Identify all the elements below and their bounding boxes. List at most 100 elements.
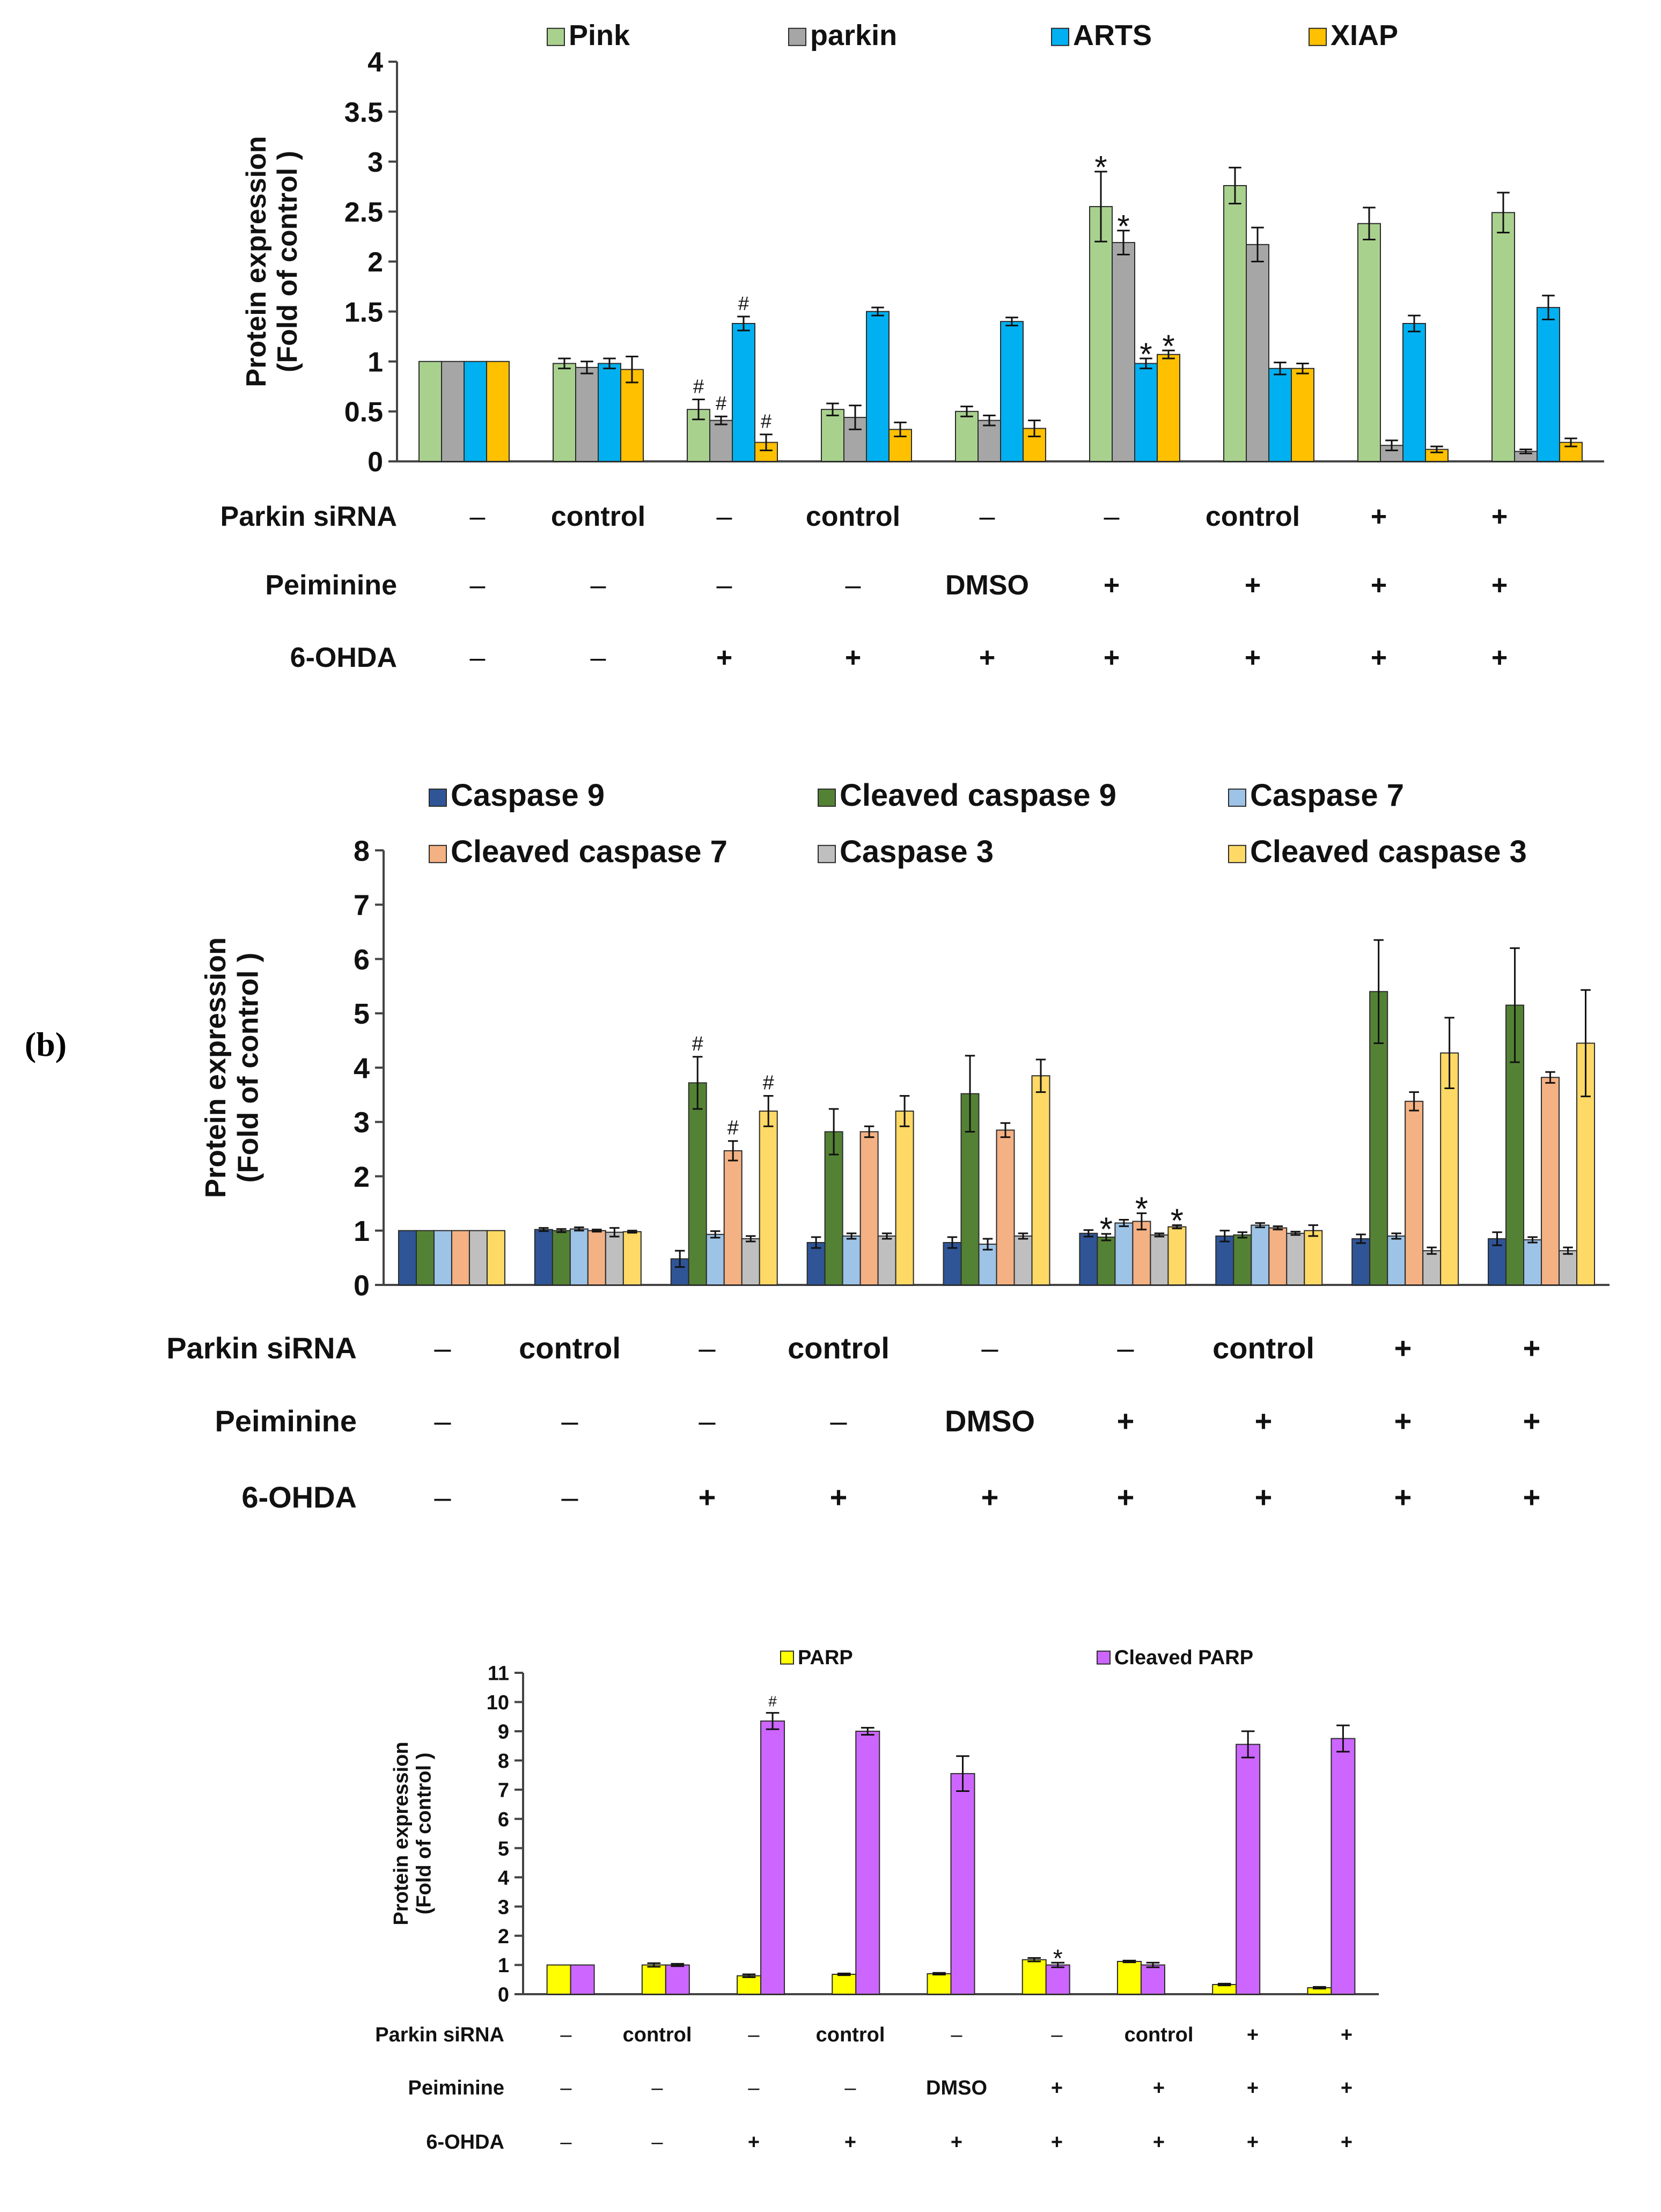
bar — [418, 361, 442, 462]
bar — [737, 1975, 762, 1995]
bar — [570, 1964, 595, 1995]
significance-hash: # — [768, 1693, 777, 1710]
bar — [1150, 1234, 1169, 1286]
legend-label: Pink — [569, 19, 630, 52]
y-tick-label: 0.5 — [344, 397, 383, 428]
bar — [1331, 1738, 1356, 1995]
legend-label: XIAP — [1331, 19, 1398, 52]
condition-cell: + — [830, 1480, 848, 1514]
condition-row-label: Peiminine — [265, 570, 397, 601]
condition-cell: – — [560, 2131, 572, 2154]
bar — [955, 410, 979, 462]
legend-label: parkin — [810, 19, 897, 52]
legend-label: Cleaved caspase 9 — [840, 778, 1116, 813]
legend-swatch — [429, 788, 447, 807]
bar — [1045, 1964, 1070, 1995]
bar — [665, 1964, 690, 1995]
condition-cell: + — [1523, 1331, 1541, 1365]
y-axis-label: Protein expression(Fold of control ) — [200, 937, 264, 1198]
bar — [842, 1235, 861, 1285]
y-tick-label: 3 — [498, 1896, 509, 1919]
bar — [587, 1230, 606, 1285]
y-tick-label: 7 — [354, 890, 370, 922]
bar — [1304, 1230, 1323, 1285]
condition-row-label: Peiminine — [408, 2077, 505, 2099]
condition-cell: + — [1104, 570, 1120, 601]
panel-label: (b) — [25, 1025, 67, 1063]
y-tick-label: 2.5 — [344, 197, 383, 228]
bar — [553, 363, 576, 462]
bar — [1286, 1232, 1305, 1285]
chart-parp: 0 1 2 3 4 5 6 7 8 9 10 11 Protein expression(Fold of… — [375, 1647, 1379, 2154]
bar — [741, 1238, 760, 1285]
condition-cell: + — [1371, 642, 1387, 673]
legend-label: ARTS — [1073, 19, 1152, 52]
condition-cell: + — [1491, 642, 1508, 673]
condition-cell: + — [699, 1480, 716, 1514]
bar — [1357, 223, 1381, 462]
condition-cell: + — [1523, 1404, 1541, 1438]
bar — [821, 409, 844, 462]
legend-label: Caspase 9 — [451, 778, 605, 813]
bar — [552, 1230, 571, 1285]
bar — [1223, 185, 1247, 462]
y-tick-label: 9 — [498, 1721, 509, 1744]
bar — [705, 1233, 725, 1285]
condition-cell: – — [561, 1480, 578, 1514]
bar — [1097, 1236, 1116, 1285]
bar — [1000, 321, 1024, 462]
legend-swatch — [1228, 788, 1246, 807]
bar — [1140, 1964, 1165, 1995]
condition-cell: + — [1245, 570, 1261, 601]
significance-star: * — [1171, 1203, 1184, 1240]
y-tick-label: 2 — [498, 1926, 509, 1948]
condition-cell: + — [1341, 2131, 1353, 2154]
bar — [1405, 1100, 1424, 1285]
condition-cell: DMSO — [945, 1404, 1035, 1438]
y-tick-label: 8 — [354, 835, 370, 867]
y-tick-label: 3.5 — [344, 97, 383, 128]
condition-cell: – — [699, 1331, 716, 1365]
condition-cell: DMSO — [926, 2077, 987, 2099]
bar — [1167, 1226, 1187, 1286]
bar — [1236, 1744, 1261, 1995]
condition-cell: – — [434, 1480, 451, 1514]
condition-cell: – — [830, 1404, 847, 1438]
bar — [855, 1730, 880, 1995]
condition-cell: control — [1125, 2024, 1194, 2046]
condition-cell: + — [1341, 2024, 1353, 2046]
bar — [575, 366, 599, 462]
bar — [1021, 1959, 1047, 1995]
bar — [824, 1131, 843, 1286]
condition-cell: DMSO — [945, 570, 1029, 601]
legend-label: Cleaved PARP — [1114, 1647, 1253, 1669]
bar — [943, 1242, 962, 1285]
y-tick-label: 3 — [354, 1107, 370, 1139]
condition-row-label: Parkin siRNA — [166, 1331, 357, 1365]
legend-swatch — [1051, 27, 1069, 46]
bar — [1523, 1239, 1542, 1285]
bar — [433, 1230, 452, 1285]
condition-cell: + — [1341, 2077, 1353, 2099]
significance-hash: # — [692, 1033, 703, 1055]
condition-cell: control — [1206, 501, 1300, 532]
y-tick-label: 2 — [368, 247, 383, 278]
y-tick-label: 8 — [498, 1750, 509, 1773]
y-axis-label-line2: (Fold of control ) — [413, 1753, 436, 1915]
bar — [709, 420, 733, 462]
condition-cell: control — [623, 2024, 692, 2046]
condition-cell: – — [434, 1404, 451, 1438]
condition-cell: – — [717, 570, 732, 601]
condition-cell: + — [844, 2131, 856, 2154]
bar — [859, 1131, 879, 1286]
legend-swatch — [818, 844, 836, 863]
condition-cell: + — [979, 642, 995, 673]
condition-cell: – — [748, 2077, 760, 2099]
bar — [398, 1230, 417, 1285]
condition-row-label: Peiminine — [215, 1404, 357, 1438]
bar — [996, 1129, 1015, 1285]
condition-cell: control — [788, 1331, 890, 1365]
condition-cell: + — [1117, 1404, 1135, 1438]
y-tick-label: 4 — [368, 47, 383, 78]
condition-cell: + — [1371, 570, 1387, 601]
